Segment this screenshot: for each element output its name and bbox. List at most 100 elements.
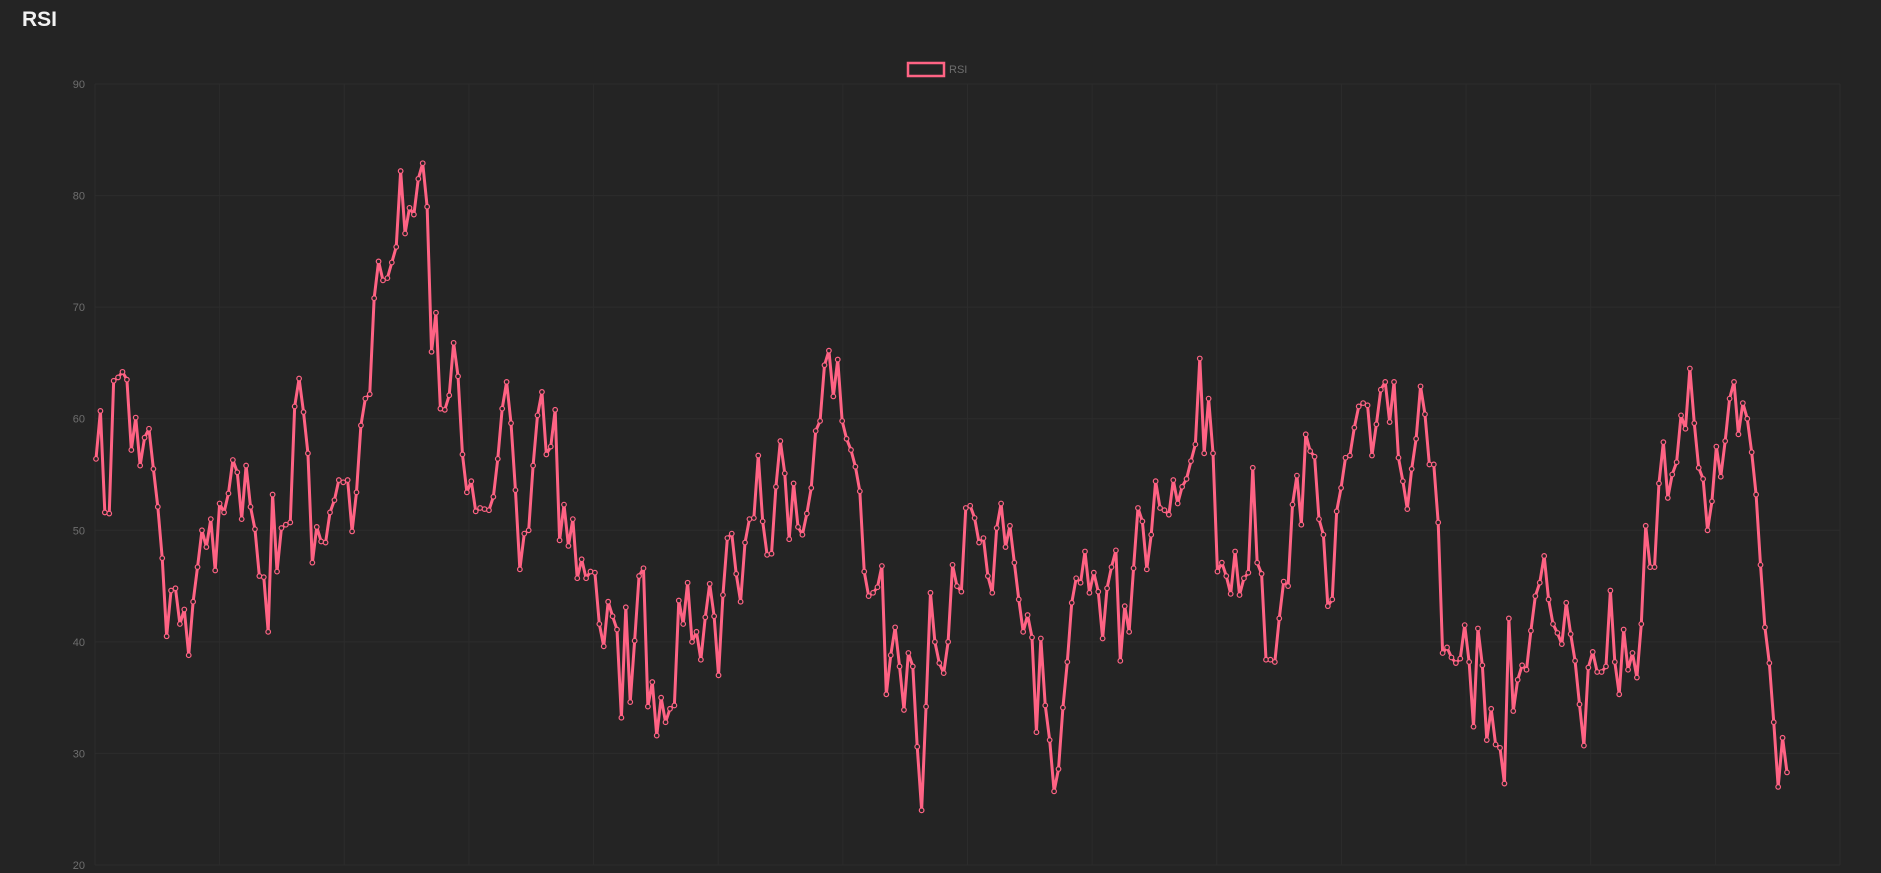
data-point [331, 497, 338, 504]
data-point [547, 443, 554, 450]
data-point [93, 455, 99, 462]
data-point [1629, 650, 1636, 656]
data-point [865, 593, 872, 600]
data-point [1170, 477, 1177, 483]
data-point [658, 694, 665, 701]
legend-swatch-rsi[interactable] [906, 61, 946, 78]
data-point [605, 598, 612, 605]
data-point [1099, 635, 1106, 642]
data-point [1470, 723, 1477, 730]
data-point [1183, 476, 1190, 482]
data-point [353, 489, 360, 496]
data-point [1700, 476, 1707, 482]
data-point [1452, 660, 1459, 666]
data-point [1320, 531, 1327, 538]
data-point [1444, 644, 1450, 651]
data-point [494, 455, 501, 462]
data-point [1364, 402, 1371, 409]
y-tick-label: 30 [73, 748, 85, 760]
data-point [1766, 660, 1773, 666]
data-point [1073, 575, 1080, 582]
data-point [856, 488, 863, 495]
data-point [1505, 615, 1512, 622]
data-point [931, 638, 938, 645]
data-point [282, 521, 289, 528]
data-point [1382, 379, 1389, 385]
data-point [1020, 628, 1027, 635]
y-tick-label: 60 [73, 414, 85, 426]
data-point [737, 598, 744, 605]
data-point [918, 807, 925, 814]
series-points-rsi [93, 160, 1790, 814]
data-point [1152, 478, 1159, 485]
data-point [1572, 657, 1578, 664]
data-point [137, 462, 144, 469]
data-point [1143, 566, 1150, 573]
data-point [1271, 659, 1278, 665]
data-point [958, 588, 965, 595]
data-point [1324, 603, 1331, 610]
data-point [1126, 628, 1133, 635]
series-line-rsi [94, 161, 1789, 812]
data-point [1267, 656, 1274, 663]
data-point [1329, 596, 1336, 603]
data-point [1311, 453, 1318, 460]
data-point [490, 493, 497, 500]
data-point [428, 348, 435, 355]
data-point [1095, 588, 1102, 595]
data-point [781, 470, 788, 477]
data-point [203, 544, 210, 550]
data-point [1157, 505, 1163, 511]
data-point [1104, 585, 1110, 592]
data-point [759, 518, 766, 525]
data-point [1717, 473, 1724, 480]
data-point [419, 160, 426, 167]
data-point [1346, 452, 1353, 459]
data-point [1002, 544, 1009, 550]
legend-label-rsi[interactable]: RSI [949, 64, 967, 76]
data-point [1779, 734, 1786, 741]
data-point [225, 490, 232, 497]
data-point [1735, 431, 1742, 438]
data-point [1435, 519, 1442, 526]
data-point [1651, 564, 1658, 570]
data-point [596, 621, 603, 627]
data-point [936, 660, 943, 666]
data-point [812, 428, 819, 434]
data-point [1108, 564, 1115, 570]
data-point [1135, 505, 1141, 511]
data-point [1519, 662, 1525, 669]
data-point [967, 502, 974, 509]
data-point [755, 452, 762, 459]
data-point [640, 565, 647, 572]
data-point [1196, 355, 1203, 362]
data-point [1753, 491, 1759, 498]
data-point [1461, 622, 1468, 629]
data-point [684, 579, 691, 586]
data-point [305, 450, 311, 457]
data-point [1620, 626, 1627, 633]
data-point [216, 500, 223, 507]
data-point [1422, 411, 1428, 418]
data-point [1479, 662, 1486, 669]
data-point [384, 275, 391, 282]
data-point [1399, 478, 1406, 485]
data-point [503, 379, 510, 385]
data-point [583, 575, 589, 582]
data-point [1633, 674, 1640, 681]
legend[interactable]: RSI [906, 61, 967, 78]
data-point [1355, 403, 1362, 410]
data-point [446, 392, 453, 399]
data-point [777, 438, 784, 444]
data-point [199, 527, 205, 534]
data-point [322, 539, 329, 546]
data-point [609, 613, 616, 620]
y-tick-label: 70 [73, 302, 85, 314]
data-point [194, 564, 201, 570]
data-point [1550, 621, 1556, 627]
data-point [1545, 596, 1552, 603]
data-point [1585, 664, 1592, 671]
data-point [1709, 498, 1715, 505]
data-point [667, 705, 673, 712]
data-point [1165, 511, 1172, 518]
